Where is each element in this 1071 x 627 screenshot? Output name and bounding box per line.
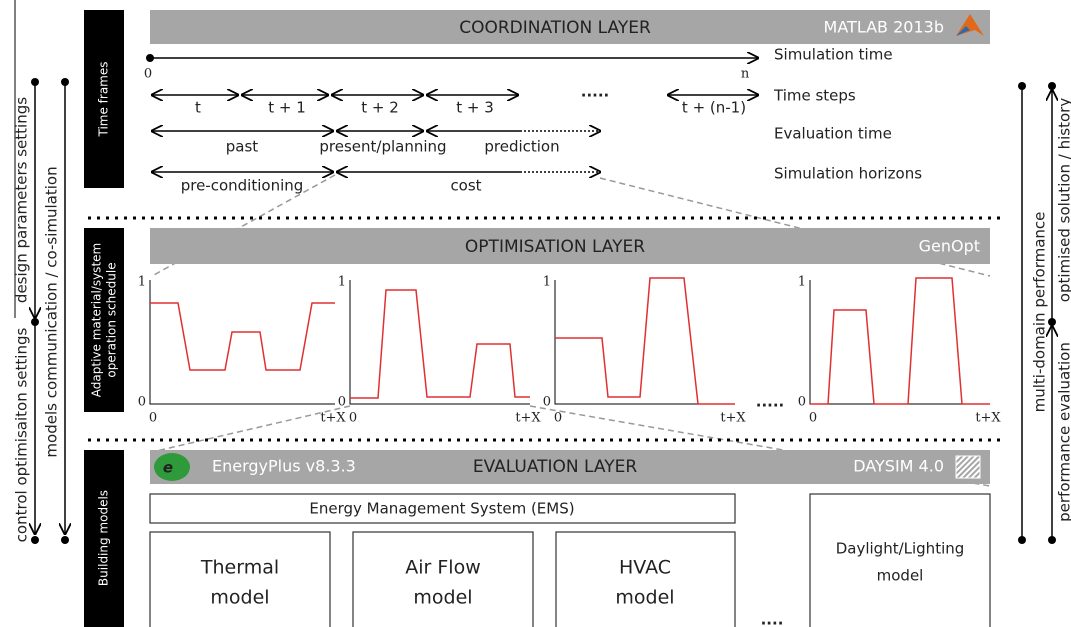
x-label: 0 <box>149 411 157 426</box>
axis-label: 0 <box>144 67 152 82</box>
step-label: t + 3 <box>456 99 494 117</box>
chart-axes <box>554 280 735 405</box>
row-label: Time steps <box>773 87 856 105</box>
ems-label: Energy Management System (EMS) <box>309 500 574 518</box>
row-label: Simulation time <box>774 46 893 64</box>
schedule-curve <box>810 277 990 405</box>
model-box <box>149 531 331 627</box>
phase-label: pre-conditioning <box>181 177 304 195</box>
dot <box>61 536 69 544</box>
x-label: t+X <box>515 411 541 426</box>
step-label: t <box>195 99 201 117</box>
y-label: 0 <box>543 395 551 410</box>
dot <box>1018 536 1026 544</box>
tool-name: GenOpt <box>919 237 980 256</box>
x-label: 0 <box>809 411 817 426</box>
phase-label: cost <box>450 177 481 195</box>
model-label: model <box>210 587 269 609</box>
flow-label: multi-domain performance <box>1031 212 1049 413</box>
model-label: Daylight/Lighting <box>836 540 965 558</box>
dot <box>1048 536 1056 544</box>
y-label: 1 <box>338 275 346 290</box>
tool-name: EnergyPlus v8.3.3 <box>212 457 356 476</box>
model-label: HVAC <box>619 557 671 579</box>
flow-label: performance evaluation <box>1056 342 1071 522</box>
step-label: t + 1 <box>268 99 306 117</box>
x-label: t+X <box>720 411 746 426</box>
x-label: 0 <box>349 411 357 426</box>
row-label: Evaluation time <box>774 125 892 143</box>
model-label: Thermal <box>200 557 279 579</box>
dot <box>1048 82 1056 90</box>
layer-bar <box>150 450 990 484</box>
ems-box <box>149 493 736 524</box>
chart-axes <box>349 280 530 405</box>
model-label: model <box>877 567 924 585</box>
tool-name: DAYSIM 4.0 <box>853 457 944 476</box>
y-label: 0 <box>338 395 346 410</box>
y-label: 1 <box>543 275 551 290</box>
y-label: 0 <box>138 395 146 410</box>
model-box <box>352 531 534 627</box>
step-label: t + (n-1) <box>682 99 746 117</box>
ellipsis: .... <box>761 611 784 627</box>
daysim-icon <box>955 455 981 479</box>
y-label: 0 <box>798 395 806 410</box>
tool-name: MATLAB 2013b <box>824 18 944 37</box>
schedule-curve <box>150 302 335 371</box>
layer-title: COORDINATION LAYER <box>459 18 651 38</box>
y-label: 1 <box>138 275 146 290</box>
ellipsis: ..... <box>581 83 610 101</box>
matlab-icon <box>956 26 970 36</box>
model-box <box>809 493 991 627</box>
model-box <box>555 531 736 627</box>
chart-axes <box>809 280 990 405</box>
y-label: 1 <box>798 275 806 290</box>
step-label: t + 2 <box>361 99 399 117</box>
phase-label: present/planning <box>319 138 446 156</box>
logo-glyph: e <box>163 459 173 477</box>
row-label: Simulation horizons <box>774 165 922 183</box>
x-label: t+X <box>320 411 346 426</box>
x-label: t+X <box>975 411 1001 426</box>
layer-bar <box>150 228 990 264</box>
schedule-curve <box>555 277 735 405</box>
side-label: Time frames <box>97 61 111 137</box>
flow-label: models communication / co-simulation <box>43 166 61 457</box>
zoom-line <box>151 405 991 487</box>
axis-label: n <box>741 67 750 82</box>
side-bar <box>84 10 124 188</box>
layer-bar <box>150 10 990 44</box>
side-label: operation schedule <box>105 262 119 377</box>
chart-axes <box>149 280 335 405</box>
layer-title: OPTIMISATION LAYER <box>465 237 645 257</box>
ellipsis: ..... <box>756 393 785 411</box>
model-label: Air Flow <box>405 557 481 579</box>
phase-label: past <box>226 138 259 156</box>
dot <box>31 536 39 544</box>
flow-label: control optimisaiton settings <box>13 328 31 543</box>
layer-title: EVALUATION LAYER <box>473 457 637 477</box>
side-label: Adaptive material/system <box>90 243 104 397</box>
energyplus-logo <box>154 453 190 481</box>
x-label: 0 <box>554 411 562 426</box>
side-label: Building models <box>97 490 111 586</box>
phase-label: prediction <box>484 138 559 156</box>
dot <box>1048 318 1056 326</box>
side-bar <box>84 450 124 627</box>
model-label: model <box>413 587 472 609</box>
side-bar <box>84 228 124 412</box>
flow-label: design parameters settings <box>13 97 31 303</box>
schedule-curve <box>350 289 530 399</box>
model-label: model <box>615 587 674 609</box>
flow-label: optimised solution / history <box>1056 98 1071 303</box>
